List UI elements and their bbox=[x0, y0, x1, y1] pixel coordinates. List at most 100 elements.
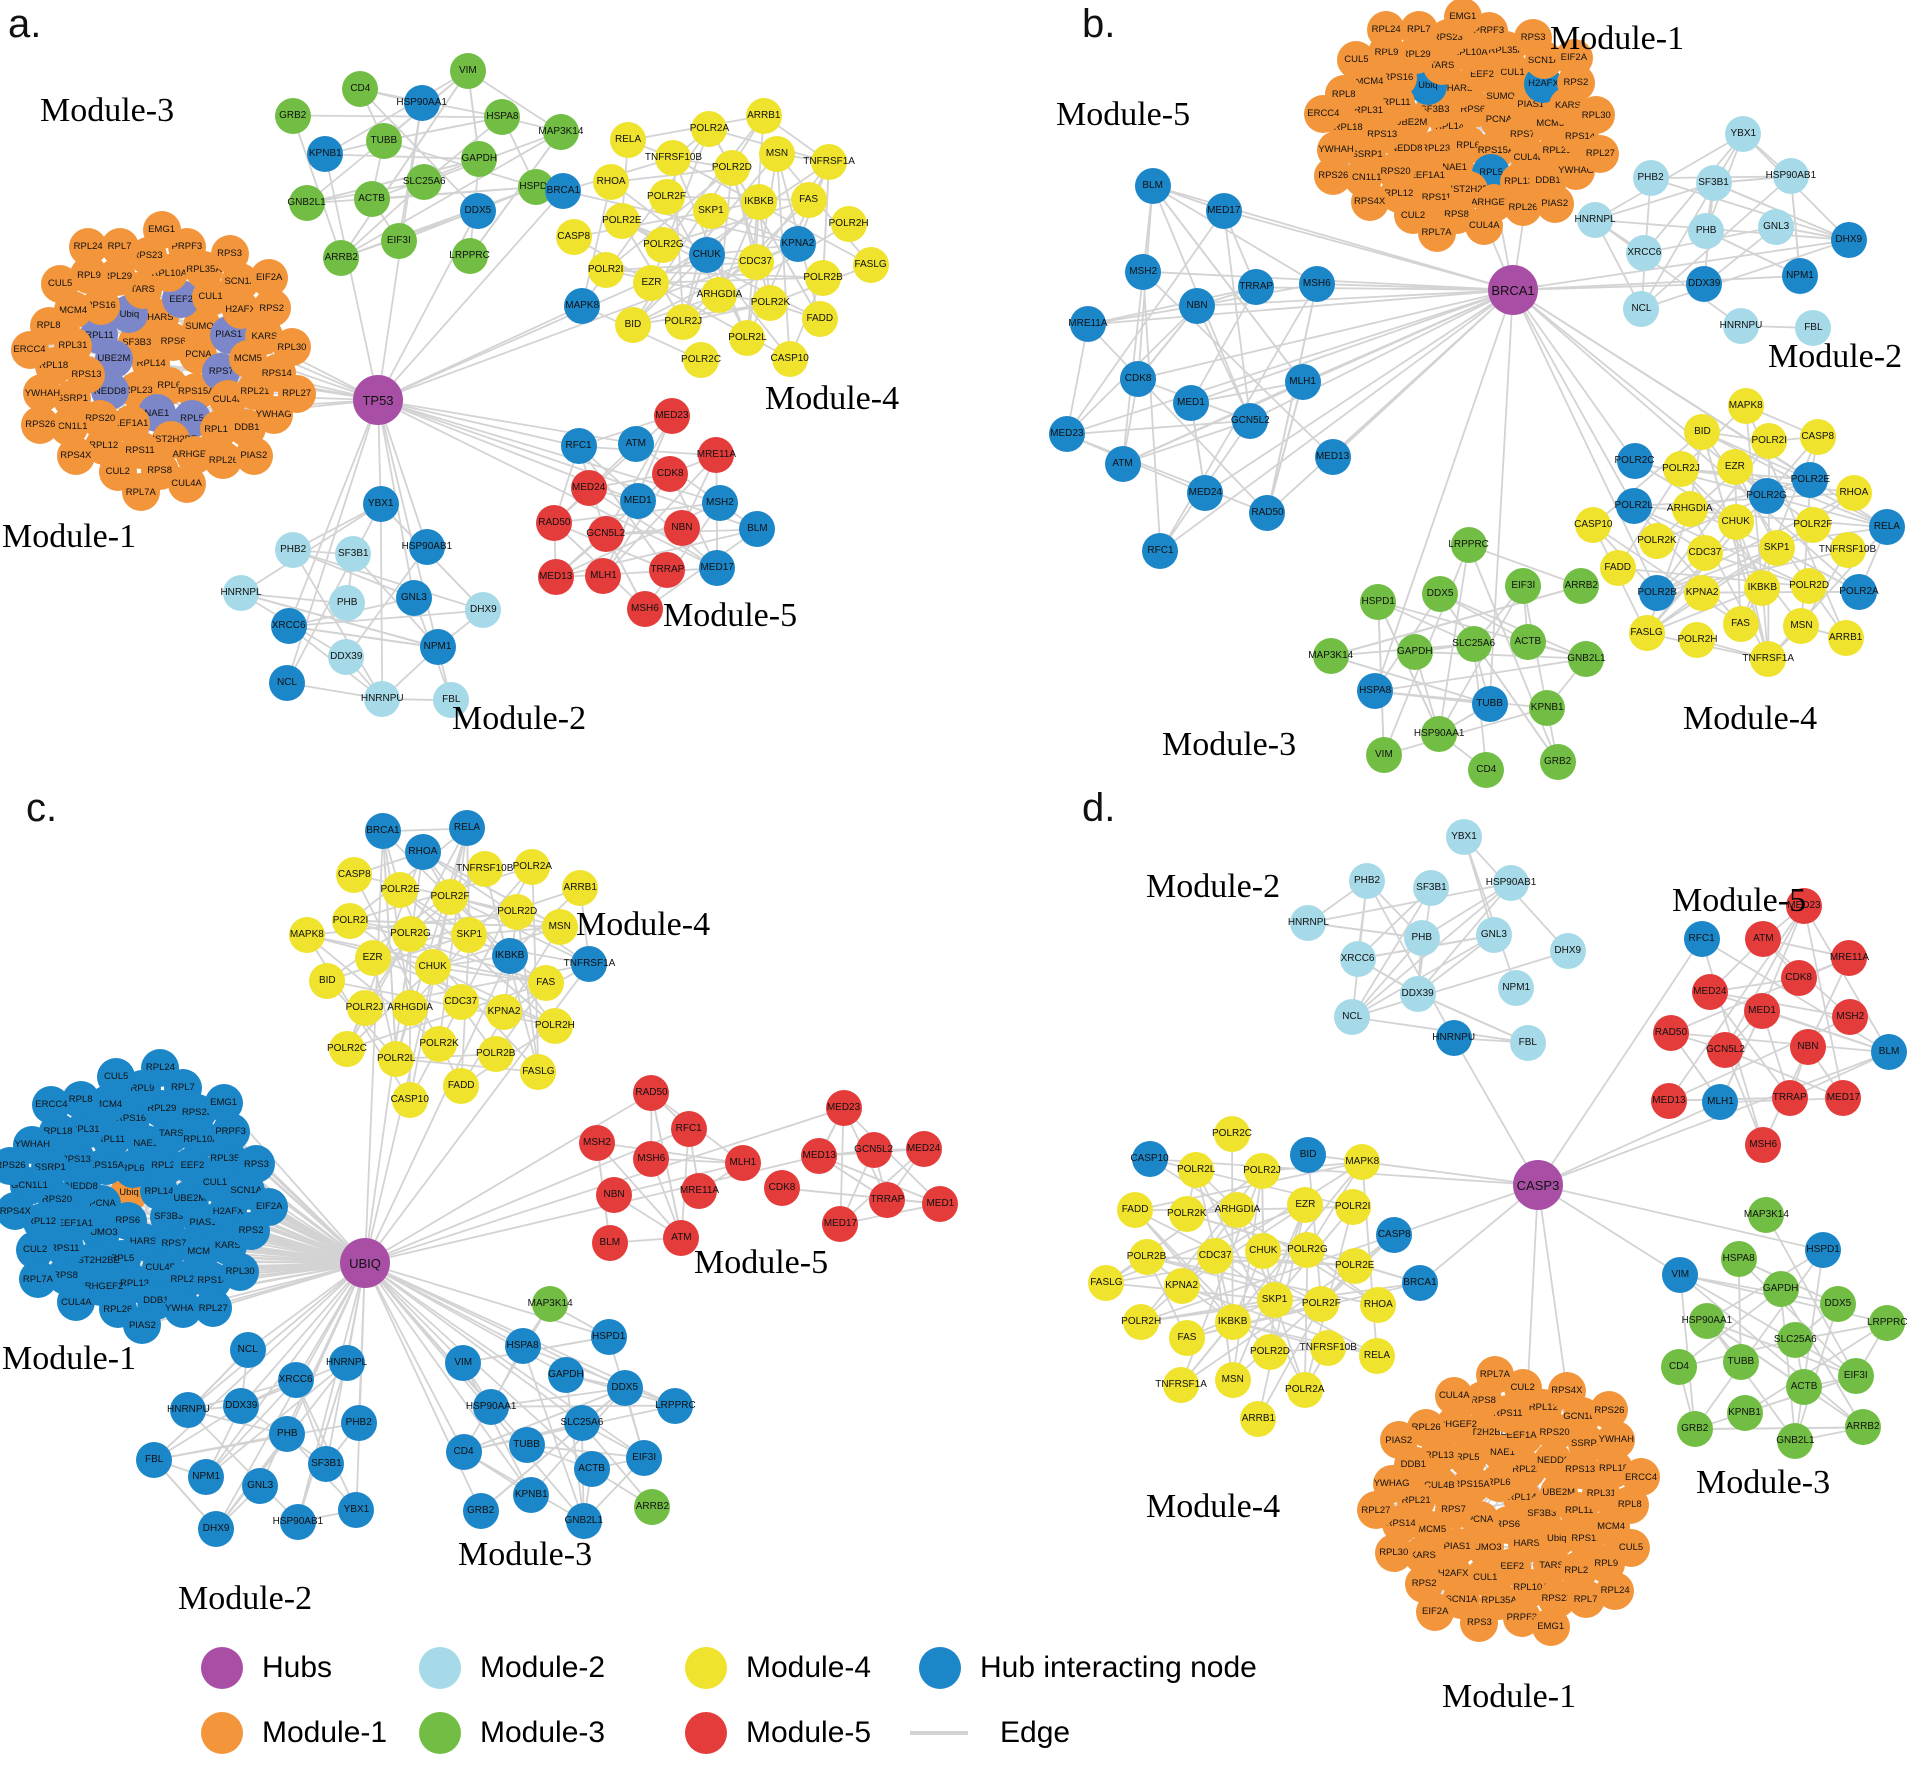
legend-label-module-1: Module-1 bbox=[262, 1716, 388, 1749]
node-HSPD1: HSPD1 bbox=[1360, 583, 1397, 620]
node-MED1-label: MED1 bbox=[1748, 1004, 1776, 1016]
node-DDX5: DDX5 bbox=[459, 192, 496, 229]
node-GCN5L2-label: GCN5L2 bbox=[854, 1144, 894, 1156]
node-FAS-label: FAS bbox=[1731, 618, 1750, 630]
node-POLR2F: POLR2F bbox=[647, 178, 686, 215]
node-H2AFX-label: H2AFX bbox=[1528, 77, 1559, 89]
node-HSP90AA1-label: HSP90AA1 bbox=[396, 97, 447, 109]
node-RPL30-label: RPL30 bbox=[1379, 1546, 1409, 1558]
node-MED1-label: MED1 bbox=[926, 1197, 955, 1209]
node-POLR2D-label: POLR2D bbox=[1249, 1346, 1290, 1358]
node-EMG1: EMG1 bbox=[204, 1084, 243, 1123]
node-DDX39-label: DDX39 bbox=[1401, 987, 1434, 999]
node-H2AFX-label: H2AFX bbox=[225, 303, 256, 315]
node-MED23: MED23 bbox=[825, 1090, 862, 1127]
node-SKP1-label: SKP1 bbox=[698, 205, 724, 217]
node-PHB: PHB bbox=[1688, 213, 1725, 250]
node-KPNB1-label: KPNB1 bbox=[514, 1488, 548, 1500]
node-CASP10: CASP10 bbox=[391, 1082, 429, 1119]
node-IKBKB: IKBKB bbox=[1744, 569, 1781, 606]
node-DDX39-label: DDX39 bbox=[225, 1399, 258, 1411]
hub-node-TP53-label: TP53 bbox=[362, 392, 394, 408]
node-POLR2H-label: POLR2H bbox=[1121, 1315, 1162, 1327]
node-PIAS1-label: PIAS1 bbox=[1443, 1540, 1471, 1552]
node-EZR: EZR bbox=[354, 939, 391, 976]
node-ERCC4-label: ERCC4 bbox=[1307, 108, 1340, 120]
hub-node-BRCA1-label: BRCA1 bbox=[1491, 282, 1535, 298]
hub-node-UBIQ: UBIQ bbox=[340, 1238, 390, 1288]
node-CD4-label: CD4 bbox=[1476, 763, 1497, 775]
node-YBX1-label: YBX1 bbox=[367, 498, 394, 510]
node-XRCC6-label: XRCC6 bbox=[1627, 246, 1662, 258]
node-POLR2K-label: POLR2K bbox=[750, 297, 791, 309]
node-NBN-label: NBN bbox=[671, 522, 693, 534]
node-POLR2I-label: POLR2I bbox=[1751, 435, 1788, 447]
node-EMG1-label: EMG1 bbox=[1449, 11, 1477, 23]
node-TUBB: TUBB bbox=[365, 122, 402, 159]
node-PIAS2-label: PIAS2 bbox=[1541, 198, 1569, 210]
node-RPS2-label: RPS2 bbox=[238, 1224, 264, 1236]
node-ERCC4-label: ERCC4 bbox=[13, 344, 46, 356]
node-TUBB-label: TUBB bbox=[513, 1439, 540, 1451]
node-YWHAG-label: YWHAG bbox=[255, 409, 292, 421]
module-label-c-module-5: Module-5 bbox=[694, 1244, 829, 1281]
node-NBN: NBN bbox=[596, 1177, 633, 1214]
node-FADD-label: FADD bbox=[1604, 562, 1632, 574]
node-ATM: ATM bbox=[1745, 920, 1782, 957]
node-RAD50: RAD50 bbox=[1652, 1014, 1689, 1051]
node-CASP8-label: CASP8 bbox=[1377, 1229, 1411, 1241]
node-BLM-label: BLM bbox=[747, 523, 768, 535]
node-RPS7-label: RPS7 bbox=[208, 365, 234, 377]
node-CDK8: CDK8 bbox=[1120, 360, 1157, 397]
node-DDX5: DDX5 bbox=[1819, 1285, 1856, 1322]
node-MSH2-label: MSH2 bbox=[1836, 1011, 1865, 1023]
node-IKBKB: IKBKB bbox=[491, 937, 528, 974]
node-POLR2G: POLR2G bbox=[390, 915, 431, 952]
node-LRPPRC: LRPPRC bbox=[655, 1387, 696, 1424]
node-NPM1-label: NPM1 bbox=[1786, 269, 1814, 281]
node-RELA-label: RELA bbox=[1363, 1349, 1390, 1361]
node-RHOA: RHOA bbox=[593, 164, 630, 201]
hub-node-UBIQ-label: UBIQ bbox=[349, 1255, 381, 1271]
node-LRPPRC-label: LRPPRC bbox=[655, 1399, 696, 1411]
node-RPL21-label: RPL21 bbox=[1401, 1495, 1431, 1507]
node-EEF2-label: EEF2 bbox=[169, 293, 194, 305]
node-RPL7A-label: RPL7A bbox=[22, 1273, 53, 1285]
node-MSH6: MSH6 bbox=[1745, 1127, 1782, 1164]
node-EIF2A: EIF2A bbox=[250, 1187, 289, 1226]
node-RPL8-label: RPL8 bbox=[1331, 88, 1356, 100]
node-RFC1-label: RFC1 bbox=[565, 440, 592, 452]
node-CUL1-label: CUL1 bbox=[1473, 1571, 1498, 1583]
node-POLR2F: POLR2F bbox=[1793, 506, 1832, 543]
node-NPM1-label: NPM1 bbox=[192, 1471, 221, 1483]
node-MED13-label: MED13 bbox=[538, 571, 573, 583]
node-RPS4X: RPS4X bbox=[1350, 182, 1389, 221]
node-HNRNPL-label: HNRNPL bbox=[1574, 213, 1616, 225]
node-POLR2B: POLR2B bbox=[476, 1036, 515, 1073]
node-VIM-label: VIM bbox=[458, 65, 477, 77]
node-FAS: FAS bbox=[1722, 606, 1759, 643]
node-EZR: EZR bbox=[1716, 449, 1753, 486]
node-CASP8: CASP8 bbox=[1799, 418, 1836, 455]
node-ARRB2: ARRB2 bbox=[1563, 567, 1600, 604]
node-POLR2I: POLR2I bbox=[587, 252, 624, 289]
node-ARHGDIA: ARHGDIA bbox=[1215, 1191, 1260, 1228]
node-MAP3K14-label: MAP3K14 bbox=[538, 125, 584, 137]
node-MED24-label: MED24 bbox=[1188, 487, 1222, 499]
node-YBX1-label: YBX1 bbox=[1730, 127, 1757, 139]
node-RAD50-label: RAD50 bbox=[635, 1087, 668, 1099]
node-SKP1-label: SKP1 bbox=[456, 928, 483, 940]
node-RFC1: RFC1 bbox=[560, 428, 597, 465]
node-HSP90AB1: HSP90AB1 bbox=[402, 528, 452, 565]
node-BID: BID bbox=[309, 962, 346, 999]
node-HNRNPU-label: HNRNPU bbox=[1719, 319, 1763, 331]
node-GRB2-label: GRB2 bbox=[1681, 1423, 1709, 1435]
node-FAS-label: FAS bbox=[799, 194, 819, 206]
node-MSH6: MSH6 bbox=[626, 591, 663, 628]
node-YBX1: YBX1 bbox=[1725, 115, 1762, 152]
node-FASLG-label: FASLG bbox=[522, 1065, 555, 1077]
legend-swatch-module-5 bbox=[685, 1712, 727, 1754]
node-ARRB2-label: ARRB2 bbox=[324, 251, 358, 263]
node-CUL5: CUL5 bbox=[1612, 1528, 1651, 1567]
node-ARHGDIA-label: ARHGDIA bbox=[1214, 1203, 1261, 1215]
